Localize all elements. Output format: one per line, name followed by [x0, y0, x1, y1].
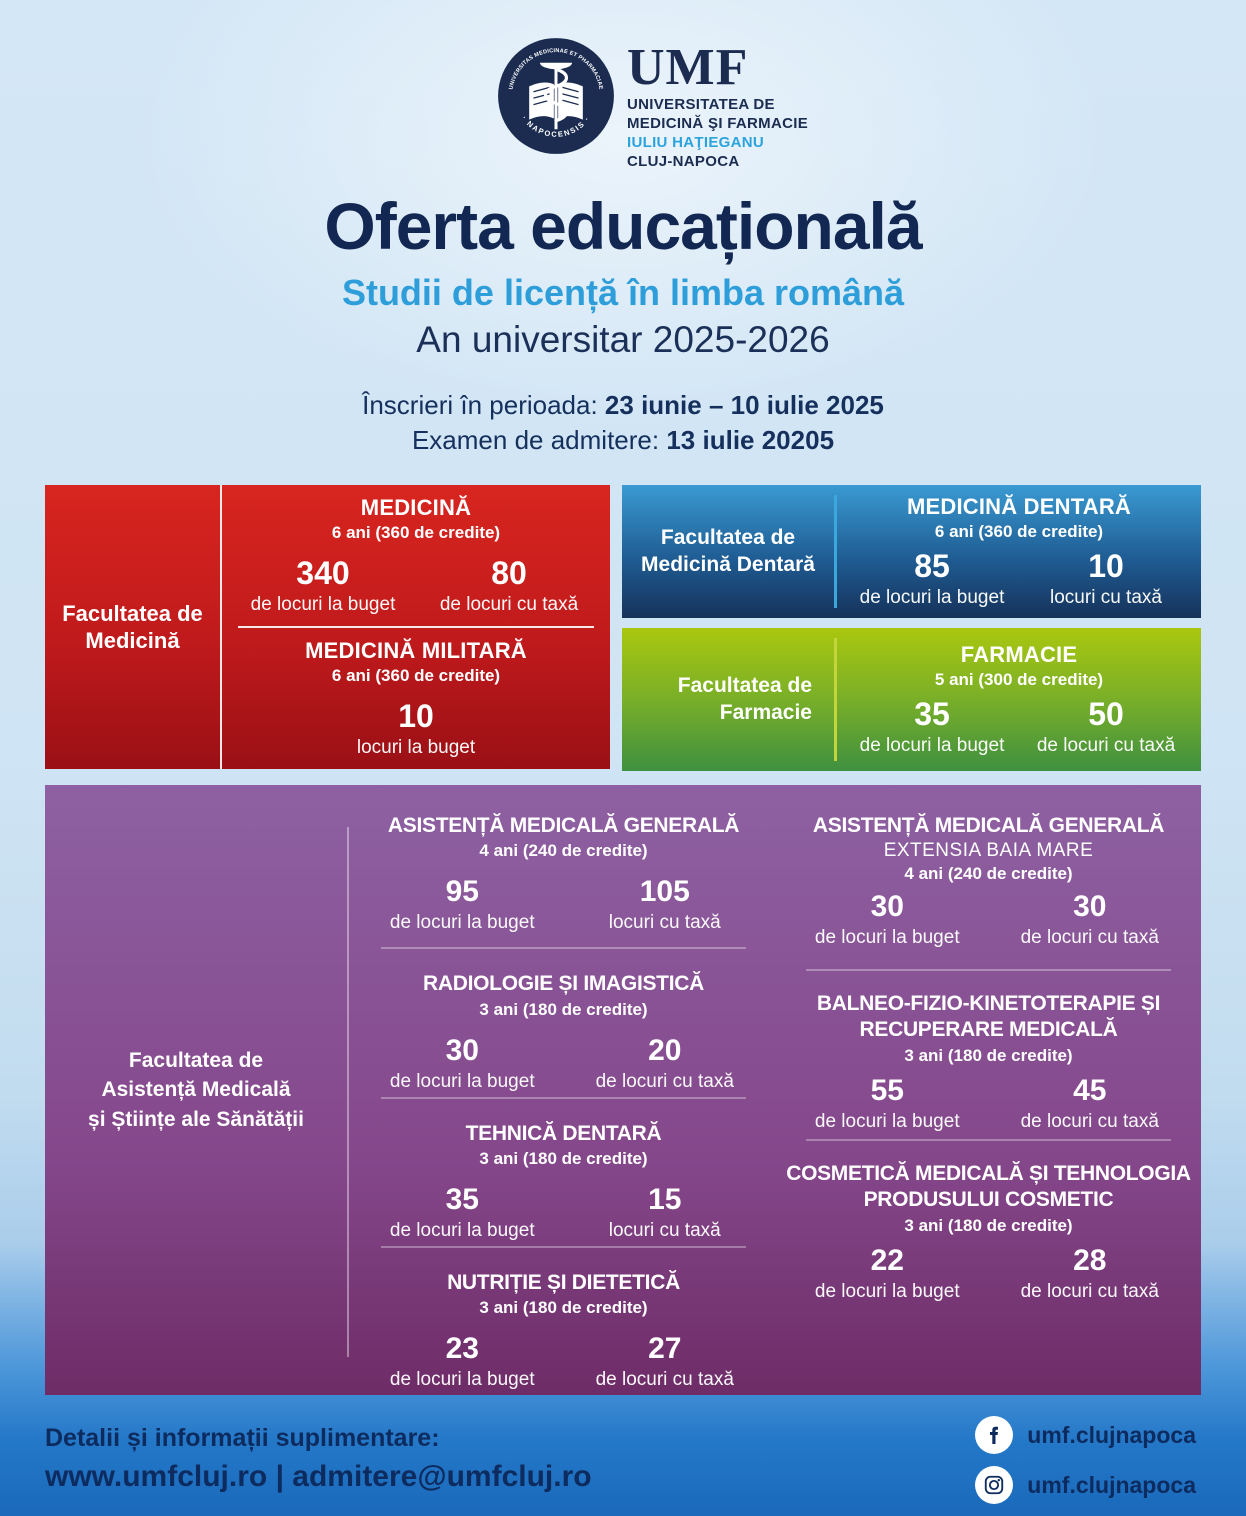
fee-seats: 105 locuri cu taxă: [608, 875, 721, 934]
horizontal-divider: [380, 1096, 747, 1099]
program-asistenta-medicala-generala: ASISTENȚĂ MEDICALĂ GENERALĂ 4 ani (240 d…: [351, 809, 776, 947]
faculty-medicine-label: Facultatea de Medicină: [62, 600, 203, 654]
vertical-divider: [834, 495, 837, 608]
budget-seats: 95 de locuri la buget: [389, 875, 535, 934]
university-logo: UNIVERSITAS MEDICINAE ET PHARMACIAE · NA…: [497, 37, 808, 171]
subtitle-year: An universitar 2025-2026: [416, 319, 830, 360]
program-name: MEDICINĂ: [360, 495, 472, 520]
program-duration: 5 ani (300 de credite): [934, 670, 1104, 689]
facebook-icon[interactable]: [975, 1416, 1014, 1454]
program-radiologie-imagistica: RADIOLOGIE ȘI IMAGISTICĂ 3 ani (180 de c…: [351, 949, 776, 1096]
program-name: MEDICINĂ DENTARĂ: [906, 494, 1131, 519]
fee-seats: 30 de locuri cu taxă: [1020, 890, 1159, 949]
program-cosmetica-medicala: COSMETICĂ MEDICALĂ ȘI TEHNOLOGIA PRODUSU…: [786, 1162, 1191, 1302]
program-subname: EXTENSIA BAIA MARE: [883, 840, 1094, 862]
horizontal-divider: [238, 626, 594, 628]
budget-seats: 35 de locuri la buget: [389, 1182, 535, 1241]
budget-seats: 30 de locuri la buget: [814, 890, 960, 949]
budget-seats: 10 locuri la buget: [356, 698, 476, 758]
instagram-icon[interactable]: [975, 1466, 1014, 1504]
program-asistenta-extensia-baia-mare: ASISTENȚĂ MEDICALĂ GENERALĂ EXTENSIA BAI…: [776, 809, 1201, 969]
fee-seats: 80 de locuri cu taxă: [439, 555, 579, 615]
exam-date: Examen de admitere: 13 iulie 20205: [0, 425, 1246, 456]
fee-seats: 15 locuri cu taxă: [608, 1182, 721, 1241]
program-duration: 6 ani (360 de credite): [331, 523, 501, 542]
fee-seats: 45 de locuri cu taxă: [1020, 1073, 1159, 1132]
card-faculty-health-sciences: Facultatea de Asistență Medicală și Știi…: [45, 785, 1201, 1395]
budget-seats: 30 de locuri la buget: [389, 1033, 535, 1092]
exam-date-value: 13 iulie 20205: [666, 425, 835, 455]
program-balneo-fizio-kinetoterapie: BALNEO-FIZIO-KINETOTERAPIE ȘI RECUPERARE…: [776, 971, 1201, 1139]
university-seal-icon: UNIVERSITAS MEDICINAE ET PHARMACIAE · NA…: [498, 38, 614, 154]
budget-seats: 85 de locuri la buget: [859, 548, 1005, 608]
book-and-snake-emblem: [529, 62, 583, 130]
horizontal-divider: [805, 1139, 1172, 1141]
logo-name-line4: CLUJ-NAPOCA: [627, 153, 740, 170]
vertical-divider: [347, 827, 349, 1357]
budget-seats: 23 de locuri la buget: [389, 1332, 535, 1391]
subtitle-program: Studii de licență în limba română: [341, 272, 905, 313]
enrollment-dates: 23 iunie – 10 iulie 2025: [604, 390, 884, 420]
facebook-link[interactable]: umf.clujnapoca: [975, 1416, 1196, 1454]
exam-label: Examen de admitere:: [411, 425, 660, 455]
logo-acronym: UMF: [627, 39, 749, 96]
card-faculty-medicine: Facultatea de Medicină MEDICINĂ 6 ani (3…: [45, 485, 610, 769]
programs-column-left: ASISTENȚĂ MEDICALĂ GENERALĂ 4 ani (240 d…: [351, 785, 776, 1395]
instagram-handle[interactable]: umf.clujnapoca: [1027, 1471, 1196, 1498]
fee-seats: 50 de locuri cu taxă: [1036, 696, 1176, 756]
faculty-dental-label: Facultatea de Medicină Dentară: [641, 526, 815, 576]
faculty-pharmacy-label: Facultatea de Farmacie: [677, 674, 812, 724]
enrollment-period: Înscrieri în perioada: 23 iunie – 10 iul…: [0, 390, 1246, 421]
faculty-health-label: Facultatea de Asistență Medicală și Știi…: [88, 1048, 304, 1131]
budget-seats: 55 de locuri la buget: [814, 1073, 960, 1132]
vertical-divider: [834, 638, 837, 761]
programs-column-right: ASISTENȚĂ MEDICALĂ GENERALĂ EXTENSIA BAI…: [776, 785, 1201, 1395]
logo-name-line2: MEDICINĂ ŞI FARMACIE: [627, 115, 809, 132]
horizontal-divider: [380, 1245, 747, 1248]
instagram-link[interactable]: umf.clujnapoca: [975, 1466, 1196, 1504]
budget-seats: 340 de locuri la buget: [250, 555, 396, 615]
logo-name-line1: UNIVERSITATEA DE: [627, 96, 775, 113]
fee-seats: 27 de locuri cu taxă: [595, 1332, 734, 1391]
fee-seats: 28 de locuri cu taxă: [1020, 1243, 1159, 1302]
website-email-links[interactable]: www.umfcluj.ro | admitere@umfcluj.ro: [45, 1460, 592, 1493]
page-title: Oferta educațională: [324, 189, 922, 263]
program-nutritie-dietetica: NUTRIȚIE ȘI DIETETICĂ 3 ani (180 de cred…: [351, 1248, 776, 1395]
program-medicina-militara: MEDICINĂ MILITARĂ 6 ani (360 de credite)…: [222, 628, 610, 769]
footer-details-label: Detalii și informații suplimentare:: [45, 1424, 440, 1452]
program-name: FARMACIE: [960, 642, 1078, 667]
program-farmacie: FARMACIE 5 ani (300 de credite) 35 de lo…: [837, 628, 1201, 771]
card-faculty-dental: Facultatea de Medicină Dentară MEDICINĂ …: [622, 485, 1201, 618]
program-name: MEDICINĂ MILITARĂ: [305, 638, 527, 663]
logo-wordmark: UMF UNIVERSITATEA DE MEDICINĂ ŞI FARMACI…: [627, 37, 808, 171]
fee-seats: 20 de locuri cu taxă: [595, 1033, 734, 1092]
horizontal-divider: [805, 969, 1172, 971]
logo-name-line3: IULIU HAŢIEGANU: [627, 134, 764, 151]
program-duration: 6 ani (360 de credite): [331, 666, 501, 685]
card-faculty-pharmacy: Facultatea de Farmacie FARMACIE 5 ani (3…: [622, 628, 1201, 771]
budget-seats: 22 de locuri la buget: [814, 1243, 960, 1302]
vertical-divider: [220, 485, 222, 769]
budget-seats: 35 de locuri la buget: [859, 696, 1005, 756]
enrollment-label: Înscrieri în perioada:: [362, 390, 598, 420]
horizontal-divider: [380, 947, 747, 950]
fee-seats: 10 locuri cu taxă: [1050, 548, 1162, 608]
program-medicina-dentara: MEDICINĂ DENTARĂ 6 ani (360 de credite) …: [837, 485, 1201, 618]
program-tehnica-dentara: TEHNICĂ DENTARĂ 3 ani (180 de credite) 3…: [351, 1099, 776, 1246]
program-duration: 6 ani (360 de credite): [934, 522, 1104, 541]
facebook-handle[interactable]: umf.clujnapoca: [1027, 1421, 1196, 1448]
program-medicina: MEDICINĂ 6 ani (360 de credite) 340 de l…: [222, 485, 610, 626]
